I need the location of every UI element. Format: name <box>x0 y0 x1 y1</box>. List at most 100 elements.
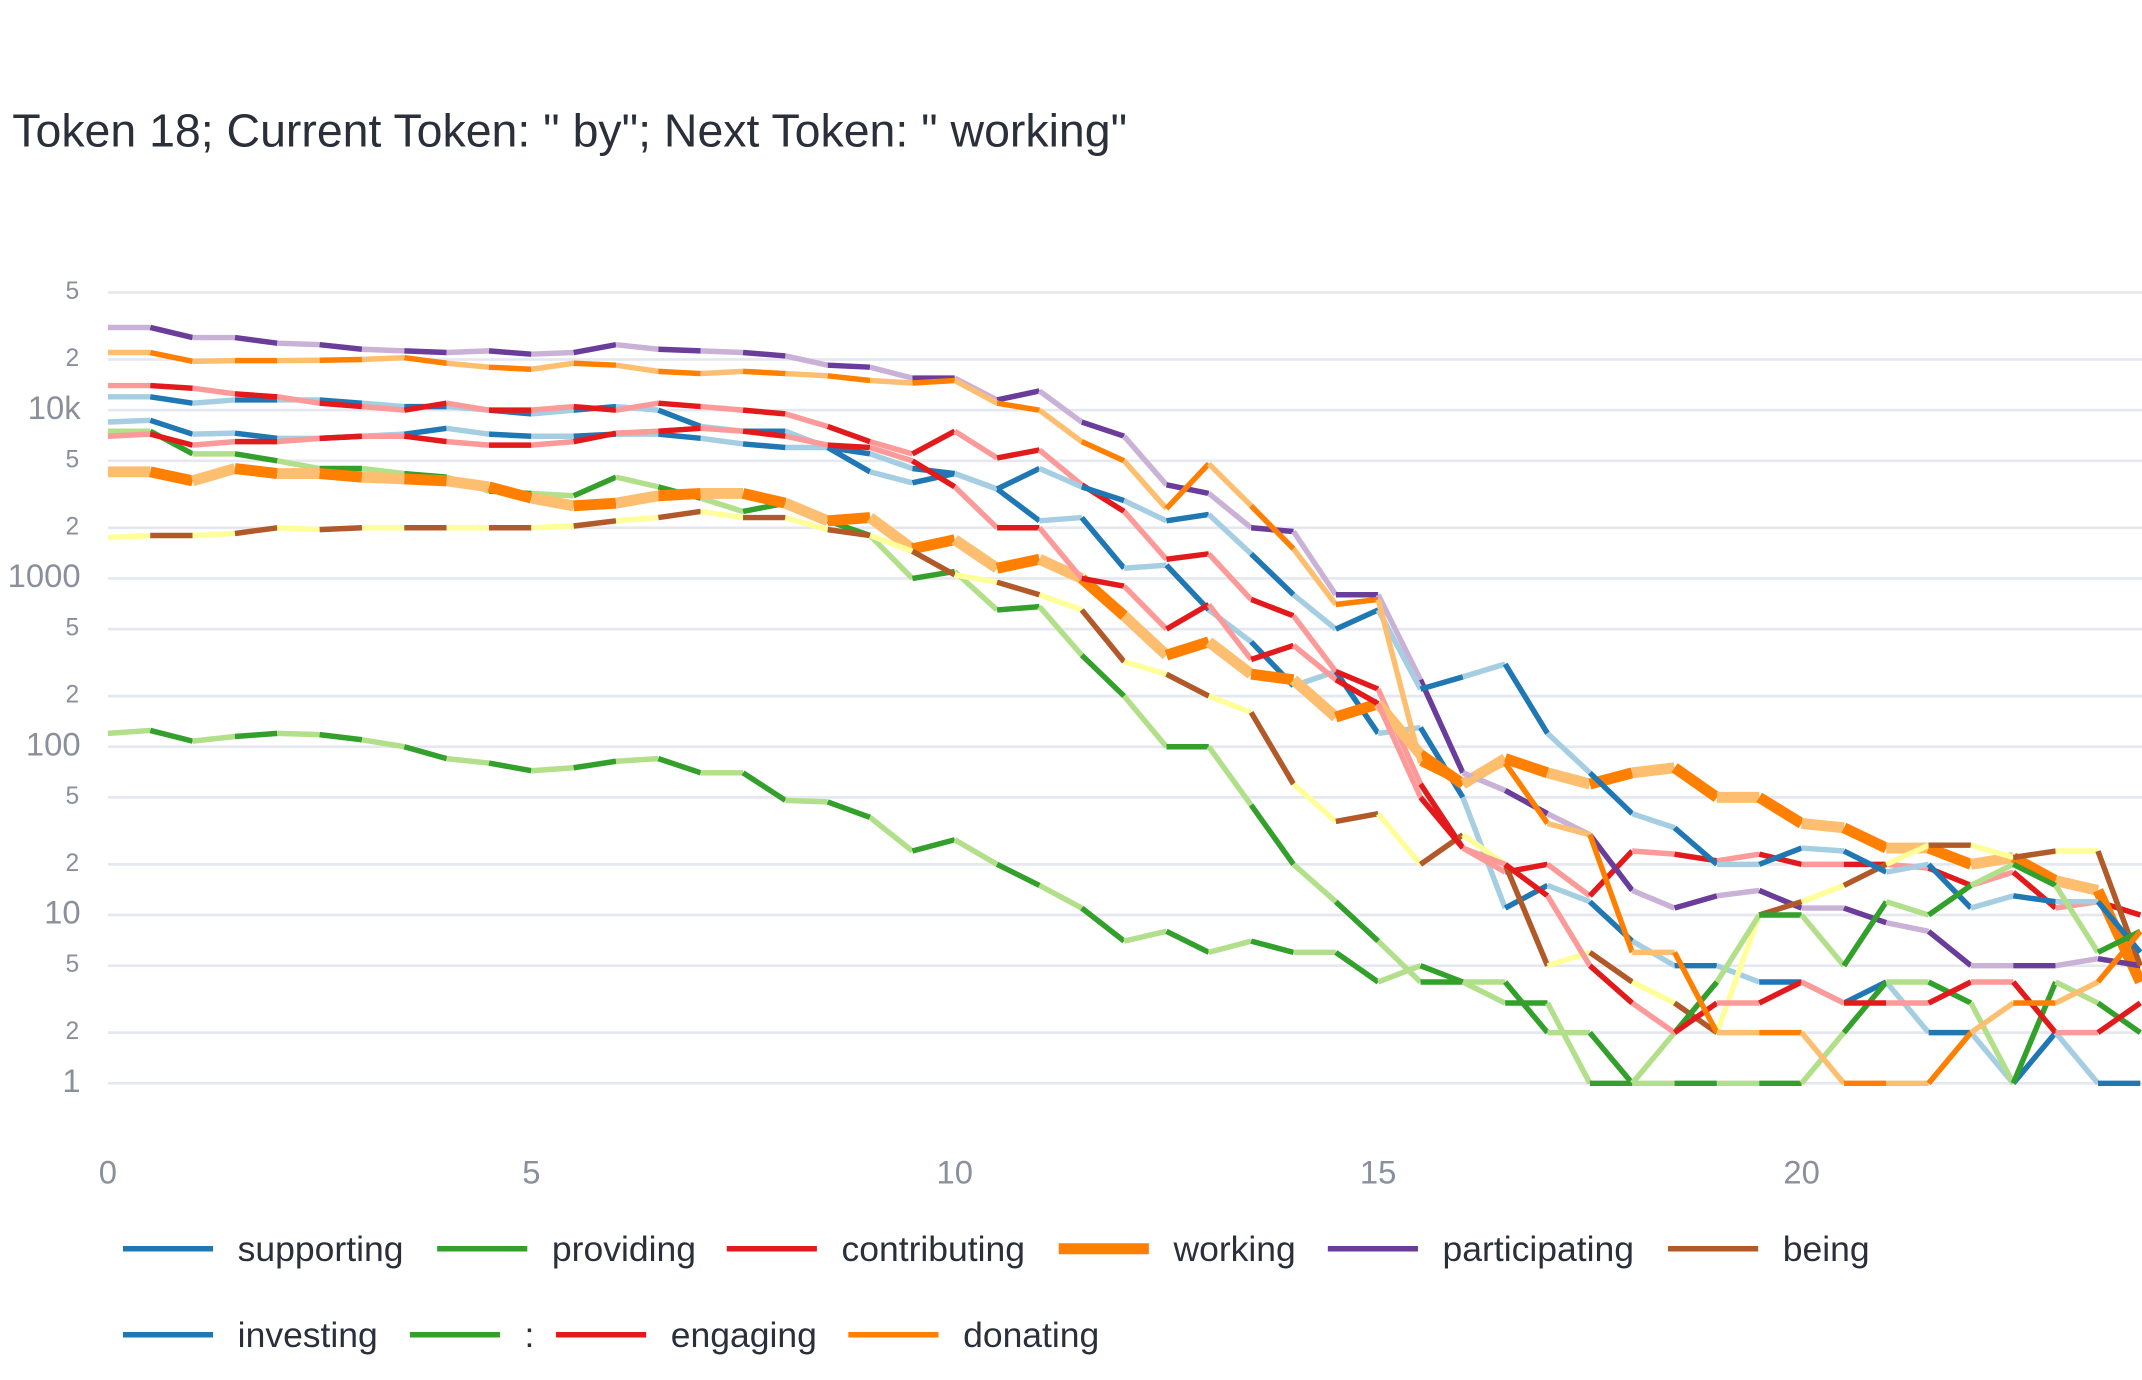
line-segment <box>192 438 236 448</box>
line-segment <box>573 497 617 512</box>
line-segment <box>1249 551 1296 597</box>
line-segment <box>826 445 872 475</box>
line-segment <box>1334 677 1380 707</box>
line-segment <box>361 471 405 485</box>
line-segment <box>234 430 278 442</box>
line-segment <box>1503 980 1550 1035</box>
line-segment <box>1334 668 1380 692</box>
line-segment <box>149 431 194 448</box>
line-segment <box>446 348 490 356</box>
line-segment <box>234 451 278 464</box>
line-segment <box>700 508 744 521</box>
line-segment <box>1801 845 1845 854</box>
line-segment <box>951 535 1001 573</box>
line-segment <box>657 756 702 776</box>
line-segment <box>2012 893 2056 905</box>
line-segment <box>361 354 405 363</box>
line-segment <box>1207 693 1253 715</box>
line-segment <box>1926 1030 1974 1086</box>
line-segment <box>615 428 659 436</box>
line-segment <box>573 341 617 356</box>
line-segment <box>1375 593 1423 681</box>
line-segment <box>488 760 532 774</box>
line-segment <box>1758 845 1803 867</box>
y-tick-label: 100 <box>26 725 81 762</box>
line-segment <box>277 730 320 738</box>
legend-label: contributing <box>841 1229 1025 1269</box>
line-segment <box>1334 698 1380 723</box>
line-segment <box>615 490 660 509</box>
line-segment <box>1122 459 1169 511</box>
line-segment <box>1375 702 1423 799</box>
line-segment <box>1968 1001 2016 1085</box>
line-segment <box>150 382 193 391</box>
line-segment <box>1842 979 1888 1006</box>
line-segment <box>615 755 659 764</box>
line-segment <box>1843 905 1888 926</box>
y-tick-label: 10 <box>44 894 80 931</box>
x-tick-label: 10 <box>937 1154 973 1191</box>
line-segment <box>996 400 1040 413</box>
line-segment <box>277 340 320 348</box>
line-segment <box>1545 1001 1593 1085</box>
line-segment <box>2010 852 2059 886</box>
line-segment <box>1801 818 1845 834</box>
line-segment <box>2095 929 2142 984</box>
line-segment <box>192 357 235 365</box>
line-segment <box>1164 636 1211 661</box>
line-segment <box>1375 598 1424 764</box>
line-segment <box>1758 851 1803 868</box>
line-segment <box>658 400 701 410</box>
line-segment <box>276 394 321 406</box>
line-segment <box>1461 770 1507 793</box>
line-segment <box>192 530 236 539</box>
line-segment <box>911 534 956 555</box>
line-segment <box>572 474 618 499</box>
line-segment <box>869 444 914 464</box>
line-segment <box>446 360 490 370</box>
chart-title: Token 18; Current Token: " by"; Next Tok… <box>12 104 1127 156</box>
line-segment <box>1078 574 1128 620</box>
y-tick-label: 2 <box>66 1018 80 1045</box>
line-segment <box>1248 710 1296 786</box>
line-segment <box>1123 928 1168 944</box>
line-segment <box>1037 554 1085 584</box>
line-segment <box>1885 861 1930 875</box>
line-segment <box>827 512 871 527</box>
line-segment <box>319 356 363 363</box>
line-segment <box>953 378 999 406</box>
line-segment <box>954 572 998 585</box>
line-segment <box>277 525 320 533</box>
line-segment <box>1122 584 1169 632</box>
line-segment <box>1672 825 1719 867</box>
line-segment <box>912 377 955 386</box>
line-segment <box>1334 607 1380 632</box>
y-tick-label: 5 <box>66 278 80 305</box>
line-segment <box>953 470 999 492</box>
line-segment <box>1164 461 1211 511</box>
line-segment <box>1206 602 1254 662</box>
line-segment <box>869 532 914 554</box>
line-segment <box>1291 782 1338 824</box>
line-segment <box>1545 894 1593 968</box>
line-segment <box>742 428 786 439</box>
line-segment <box>191 463 237 487</box>
line-segment <box>911 470 956 486</box>
line-segment <box>742 349 786 359</box>
legend-label: investing <box>238 1315 378 1355</box>
line-segment <box>319 400 363 410</box>
legend-label: being <box>1783 1229 1870 1269</box>
legend-label: working <box>1172 1229 1295 1269</box>
line-segment <box>700 425 744 434</box>
line-segment <box>1250 596 1295 619</box>
line-segment <box>319 731 363 743</box>
line-segment <box>615 341 659 352</box>
line-segment <box>1714 913 1762 984</box>
line-segment <box>1123 659 1168 677</box>
line-segment <box>531 407 574 417</box>
line-segment <box>1291 592 1338 632</box>
line-segment <box>1631 762 1676 779</box>
line-segment <box>1926 842 1973 870</box>
line-segment <box>1800 979 1846 1006</box>
